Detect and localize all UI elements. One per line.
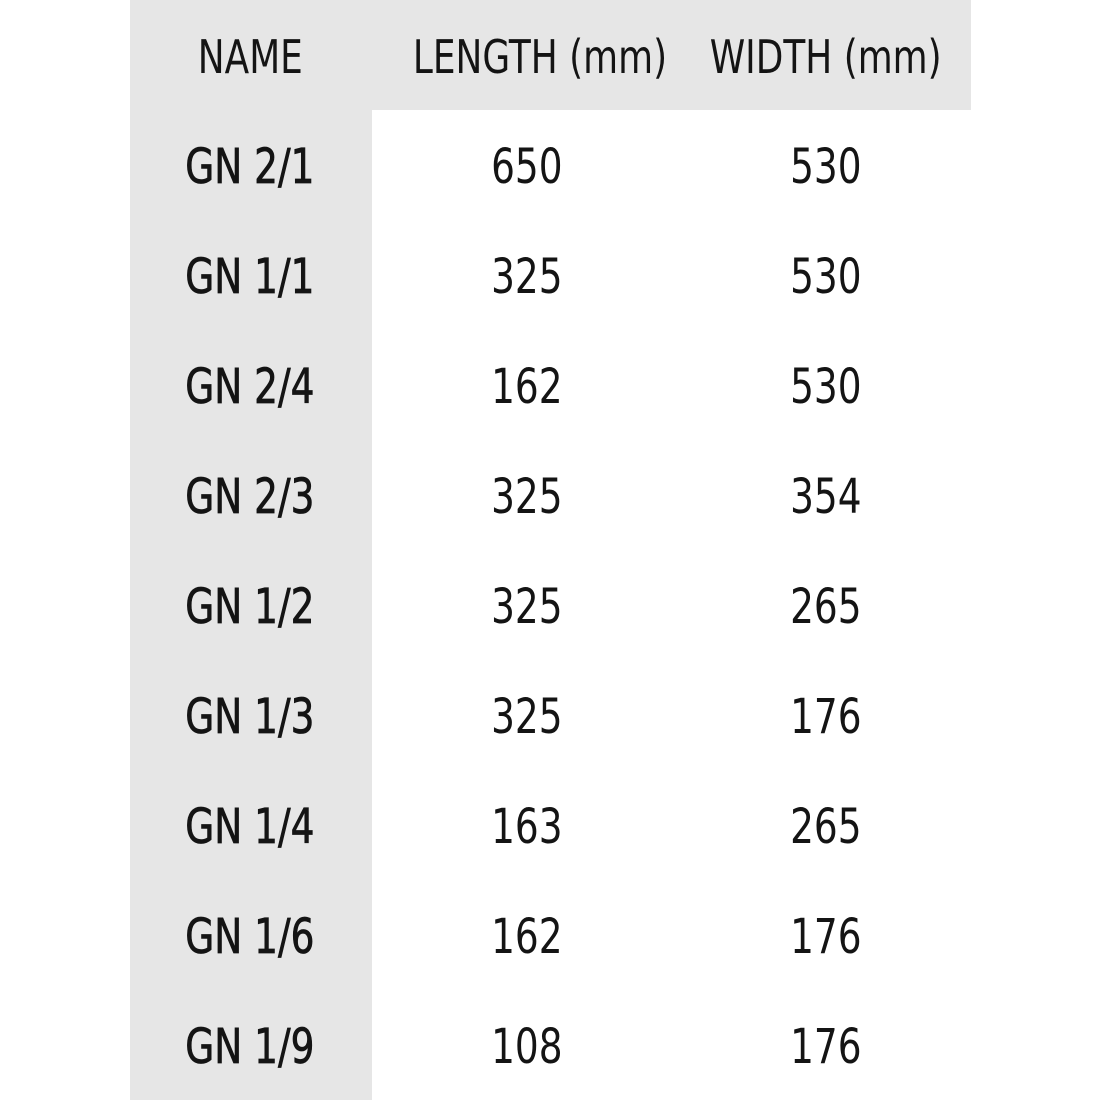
value-cell-text: 325 [491, 249, 563, 305]
value-cell-text: 108 [491, 1019, 563, 1075]
value-cell: 265 [676, 772, 976, 882]
name-cell: GN 1/4 [130, 772, 370, 882]
name-cell: GN 2/4 [130, 332, 370, 442]
name-cell-text: GN 1/3 [185, 689, 315, 746]
header-cell-text: NAME [197, 30, 303, 84]
value-cell-text: 325 [491, 469, 563, 525]
value-cell: 163 [377, 772, 677, 882]
name-cell-text: GN 2/3 [185, 469, 315, 526]
value-cell-text: 354 [790, 469, 862, 525]
name-cell-text: GN 1/1 [185, 249, 315, 306]
value-cell-text: 265 [790, 579, 862, 635]
name-cell: GN 1/2 [130, 552, 370, 662]
header-cell-text: WIDTH (mm) [710, 30, 942, 84]
value-cell: 162 [377, 332, 677, 442]
value-cell: 530 [676, 112, 976, 222]
value-cell-text: 530 [790, 249, 862, 305]
value-cell: 176 [676, 662, 976, 772]
value-cell-text: 162 [491, 909, 563, 965]
name-cell-text: GN 1/2 [185, 579, 315, 636]
value-cell: 650 [377, 112, 677, 222]
value-cell-text: 325 [491, 579, 563, 635]
name-cell: GN 2/1 [130, 112, 370, 222]
value-cell-text: 650 [491, 139, 563, 195]
name-cell: GN 1/1 [130, 222, 370, 332]
value-cell: 265 [676, 552, 976, 662]
name-cell: GN 2/3 [130, 442, 370, 552]
header-cell: LENGTH (mm) [377, 2, 677, 112]
header-cell: NAME [130, 2, 370, 112]
value-cell-text: 530 [790, 139, 862, 195]
value-cell: 162 [377, 882, 677, 992]
value-cell: 354 [676, 442, 976, 552]
value-cell-text: 163 [491, 799, 563, 855]
name-cell: GN 1/9 [130, 992, 370, 1100]
name-cell-text: GN 2/1 [185, 139, 315, 196]
name-column-band [130, 0, 372, 1100]
value-cell-text: 265 [790, 799, 862, 855]
value-cell: 108 [377, 992, 677, 1100]
name-cell-text: GN 1/6 [185, 909, 315, 966]
value-cell: 325 [377, 442, 677, 552]
value-cell: 325 [377, 662, 677, 772]
value-cell: 325 [377, 222, 677, 332]
value-cell: 176 [676, 992, 976, 1100]
value-cell: 176 [676, 882, 976, 992]
value-cell: 325 [377, 552, 677, 662]
value-cell-text: 176 [790, 909, 862, 965]
value-cell: 530 [676, 222, 976, 332]
value-cell-text: 176 [790, 1019, 862, 1075]
name-cell-text: GN 1/4 [185, 799, 315, 856]
header-cell: WIDTH (mm) [676, 2, 976, 112]
value-cell-text: 530 [790, 359, 862, 415]
header-cell-text: LENGTH (mm) [412, 30, 668, 84]
value-cell-text: 325 [491, 689, 563, 745]
value-cell: 530 [676, 332, 976, 442]
name-cell: GN 1/6 [130, 882, 370, 992]
name-cell: GN 1/3 [130, 662, 370, 772]
value-cell-text: 176 [790, 689, 862, 745]
name-cell-text: GN 2/4 [185, 359, 315, 416]
name-cell-text: GN 1/9 [185, 1019, 315, 1076]
value-cell-text: 162 [491, 359, 563, 415]
